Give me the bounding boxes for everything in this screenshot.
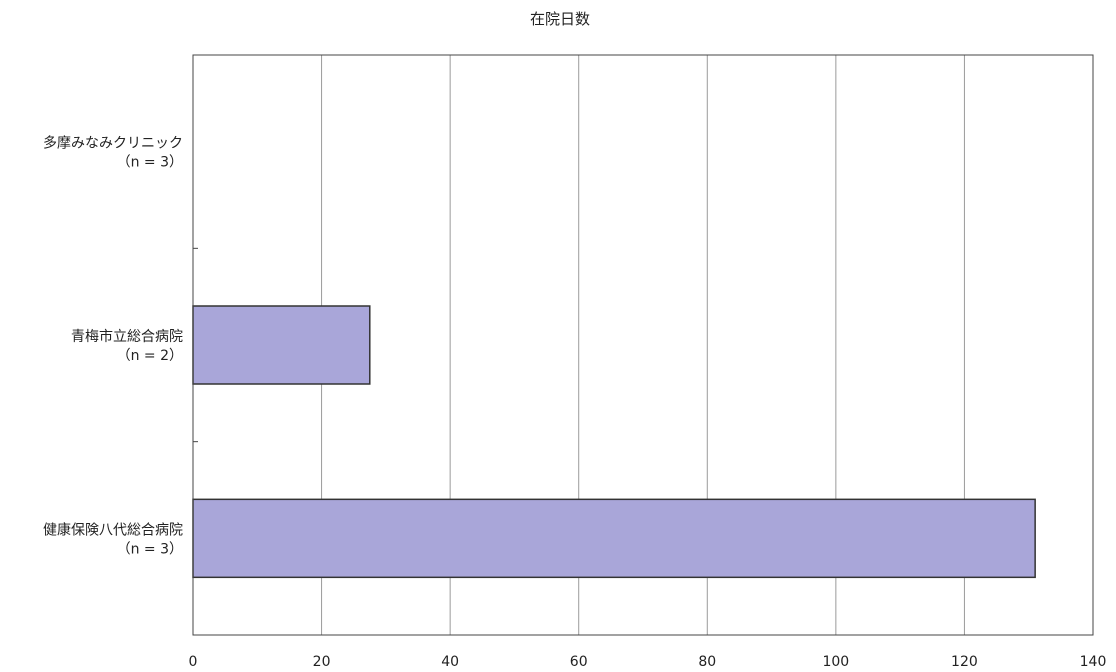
chart-title: 在院日数 [530, 10, 590, 28]
x-tick-label: 0 [189, 654, 198, 670]
plot-area-frame [192, 54, 1094, 636]
x-tick-label: 40 [441, 654, 459, 670]
x-tick-label: 120 [951, 654, 978, 670]
x-tick-label: 100 [822, 654, 849, 670]
bar [192, 498, 1036, 579]
category-label: 青梅市立総合病院 [71, 328, 183, 345]
category-n-label: （n = 3） [117, 155, 183, 171]
x-axis-tick-labels: 0 20 40 60 80 100 120 140 [189, 654, 1107, 670]
category-n-label: （n = 2） [117, 348, 183, 364]
category-label: 多摩みなみクリニック [43, 135, 183, 152]
bars [192, 305, 1036, 579]
y-axis-ticks [193, 247, 198, 443]
x-tick-label: 80 [698, 654, 716, 670]
category-label: 健康保険八代総合病院 [43, 521, 183, 538]
x-tick-label: 140 [1080, 654, 1107, 670]
bar [192, 305, 371, 385]
x-tick-label: 20 [313, 654, 331, 670]
category-n-label: （n = 3） [117, 541, 183, 557]
category-labels: 多摩みなみクリニック （n = 3） 青梅市立総合病院 （n = 2） 健康保険八代総合… [43, 135, 183, 558]
x-tick-label: 60 [570, 654, 588, 670]
